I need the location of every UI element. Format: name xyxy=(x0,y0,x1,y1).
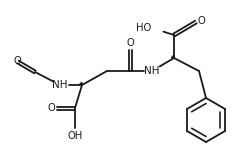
Text: O: O xyxy=(198,16,206,26)
Text: O: O xyxy=(13,56,21,66)
Text: OH: OH xyxy=(67,131,83,141)
Text: O: O xyxy=(47,103,55,113)
Text: O: O xyxy=(126,38,134,48)
Text: NH: NH xyxy=(144,66,160,76)
Text: NH: NH xyxy=(52,80,68,90)
Text: HO: HO xyxy=(136,23,151,33)
